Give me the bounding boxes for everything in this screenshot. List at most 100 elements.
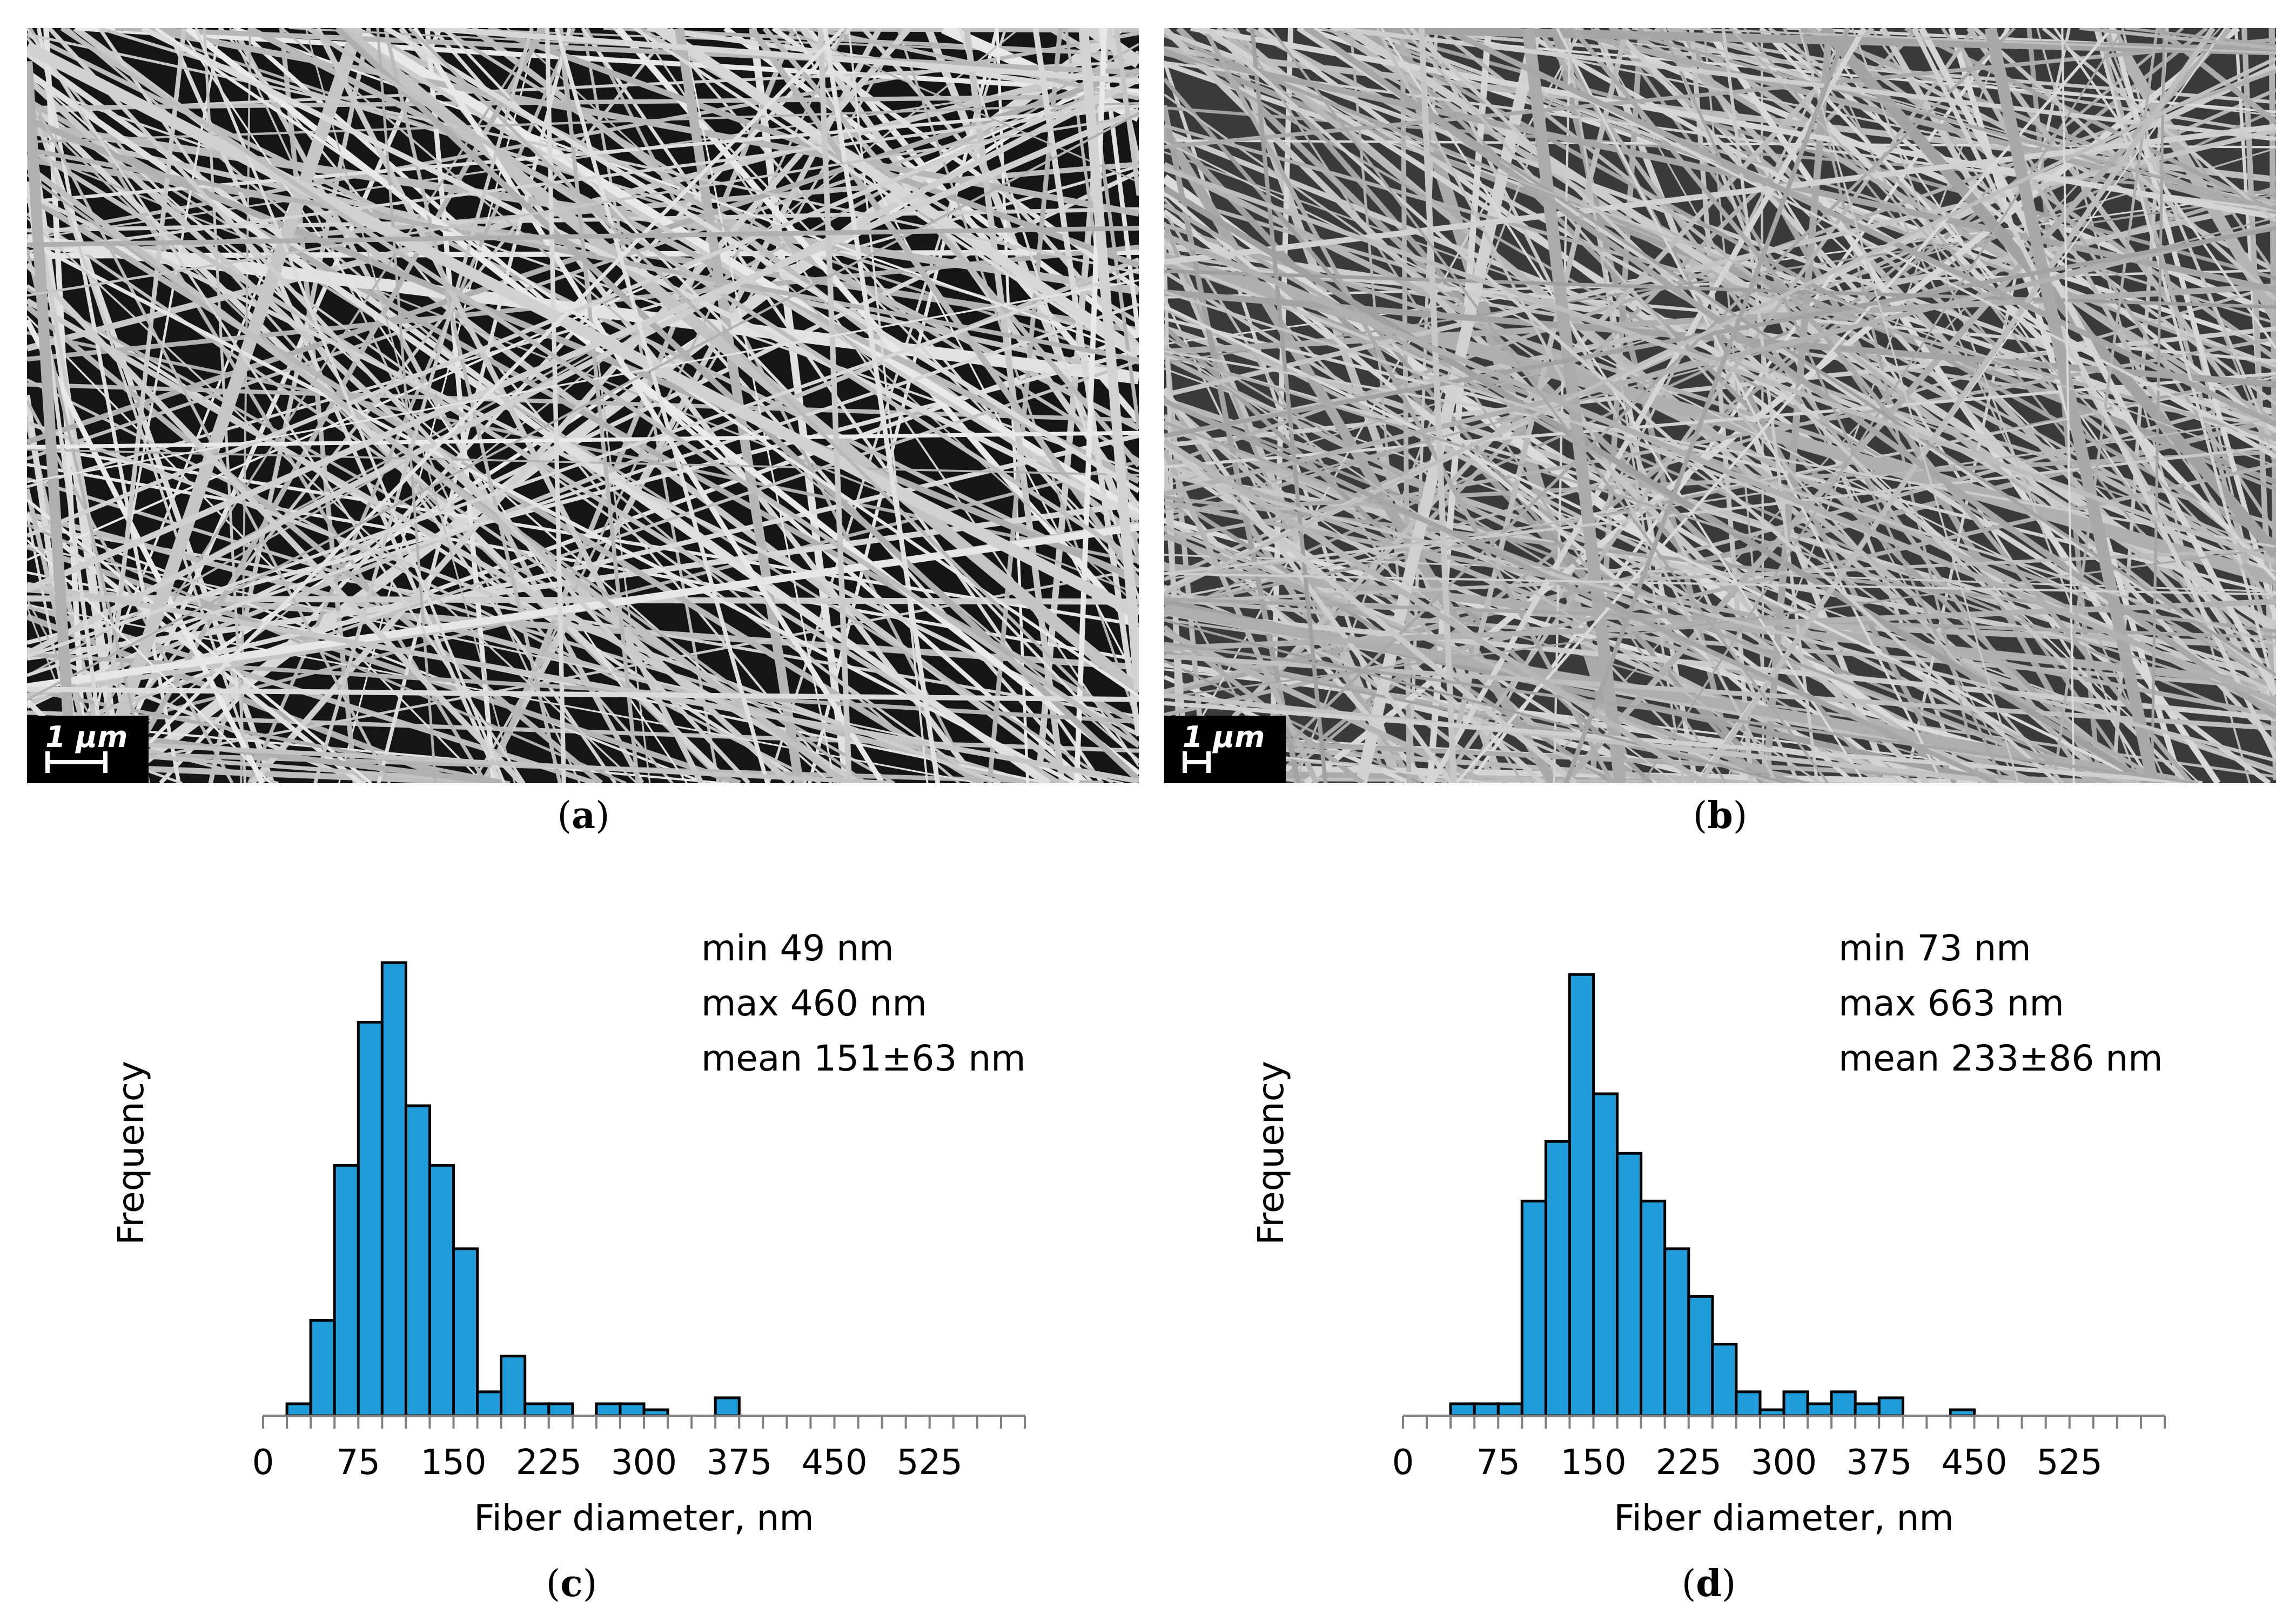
- fiber-strand: [48, 28, 751, 783]
- fiber-strand: [220, 28, 840, 783]
- fiber-strand: [1164, 232, 2276, 705]
- fiber-strand: [1401, 28, 2064, 783]
- fiber-strand: [1164, 619, 1788, 783]
- histogram-bar: [452, 1247, 479, 1417]
- fiber-strand: [1164, 30, 2276, 432]
- x-tick-label: 450: [1941, 1443, 2007, 1483]
- fiber-strand: [27, 115, 1139, 297]
- fiber-strand: [1164, 269, 2276, 309]
- fiber-strand: [1306, 28, 2276, 720]
- y-axis-title: Frequency: [1250, 1061, 1292, 1245]
- histogram-bar: [1854, 1402, 1881, 1417]
- fiber-strand: [27, 239, 1076, 783]
- fiber-strand: [185, 28, 1139, 777]
- histogram-bar: [309, 1318, 336, 1417]
- fiber-strand: [1114, 28, 1139, 196]
- scale-bar-line-b: [1183, 751, 1211, 773]
- fiber-strand: [1609, 28, 2276, 211]
- fiber-strand: [808, 28, 999, 783]
- fiber-strand: [27, 582, 1139, 783]
- histogram-bar: [1568, 973, 1595, 1417]
- panel-label-b: (b): [1693, 794, 1748, 837]
- histogram-d: 0 75 150 225 300 375 450 525 Fiber diameter, nm F…: [1250, 973, 2166, 1539]
- fiber-strand: [1164, 222, 2276, 496]
- histogram-bar: [1640, 1200, 1667, 1417]
- fiber-strand: [1164, 421, 2112, 783]
- histogram-bar: [476, 1390, 503, 1417]
- fiber-strand: [1721, 28, 1819, 783]
- fiber-strand: [1612, 28, 2276, 748]
- fiber-strand: [1164, 439, 1707, 783]
- fiber-strand: [817, 28, 852, 783]
- fiber-strand: [27, 279, 1139, 483]
- fiber-strand: [1250, 28, 1328, 783]
- fiber-strand: [27, 42, 1139, 620]
- fiber-strand: [385, 28, 1139, 493]
- x-tick-label: 0: [252, 1443, 274, 1483]
- fiber-strand: [987, 28, 1063, 783]
- fiber-strand: [1164, 738, 2158, 783]
- sem-fiber-texture-a: [27, 28, 1139, 783]
- histogram-bar: [1687, 1295, 1714, 1417]
- sem-image-b: 1 µm: [1164, 28, 2276, 783]
- fiber-strand: [848, 28, 929, 783]
- fiber-strand: [1164, 344, 1821, 783]
- fiber-strand: [1303, 28, 2276, 677]
- fiber-strand: [1666, 28, 2276, 205]
- histogram-bar: [1616, 1152, 1643, 1417]
- stat-max-d: max 663 nm: [1838, 983, 2064, 1024]
- fiber-strand: [27, 112, 1139, 701]
- histogram-bar: [1473, 1402, 1500, 1417]
- fiber-strand: [27, 501, 1139, 661]
- fiber-strand: [1164, 604, 2189, 783]
- histogram-bar: [404, 1104, 432, 1417]
- fiber-strand: [1441, 28, 2276, 427]
- histogram-bar: [1520, 1200, 1547, 1417]
- fiber-strand: [27, 319, 265, 783]
- histogram-bar: [1830, 1390, 1857, 1417]
- fiber-strand: [1164, 226, 2276, 438]
- panel-label-d: (d): [1681, 1562, 1736, 1605]
- sem-image-a: 1 µm: [27, 28, 1139, 783]
- fiber-strand: [762, 28, 1139, 468]
- fiber-strand: [27, 315, 484, 783]
- fiber-strand: [27, 43, 1139, 677]
- fiber-strand: [27, 687, 1139, 702]
- fiber-strand: [1729, 28, 2276, 604]
- fiber-strand: [1562, 28, 2232, 783]
- fiber-strand: [27, 76, 1139, 657]
- fiber-strand: [412, 28, 885, 783]
- stat-min-c: min 49 nm: [701, 927, 894, 969]
- stat-min-d: min 73 nm: [1838, 927, 2031, 969]
- histogram-bar: [1711, 1343, 1738, 1417]
- fiber-strand: [27, 539, 272, 783]
- histogram-bar: [357, 1021, 384, 1417]
- histogram-bar: [1806, 1402, 1833, 1417]
- scale-bar-a: 1 µm: [27, 716, 149, 783]
- stats-d: min 73 nm max 663 nm mean 233±86 nm: [1838, 921, 2163, 1086]
- fiber-strand: [27, 79, 1139, 461]
- fiber-strand: [1164, 701, 2203, 783]
- fiber-strand: [1164, 317, 2276, 595]
- fiber-strand: [92, 28, 364, 783]
- fiber-strand: [1164, 692, 2016, 783]
- fiber-strand: [1164, 46, 2276, 467]
- x-axis-title: Fiber diameter, nm: [474, 1497, 814, 1539]
- fiber-strand: [27, 400, 234, 783]
- fiber-strand: [249, 28, 912, 783]
- fiber-strand: [1355, 28, 1542, 783]
- fiber-strand: [1667, 28, 2276, 440]
- fiber-strand: [2150, 28, 2166, 783]
- histogram-bar: [285, 1402, 312, 1417]
- fiber-strand: [76, 28, 1139, 94]
- fiber-strand: [1164, 610, 2276, 721]
- fiber-strand: [2155, 28, 2276, 125]
- fiber-strand: [27, 267, 1139, 658]
- fiber-strand: [1332, 28, 2276, 142]
- x-tick-label: 150: [420, 1443, 486, 1483]
- fiber-strand: [279, 28, 358, 783]
- histogram-bar: [547, 1402, 574, 1417]
- stat-mean-c: mean 151±63 nm: [701, 1038, 1026, 1079]
- fiber-strand: [2053, 28, 2276, 349]
